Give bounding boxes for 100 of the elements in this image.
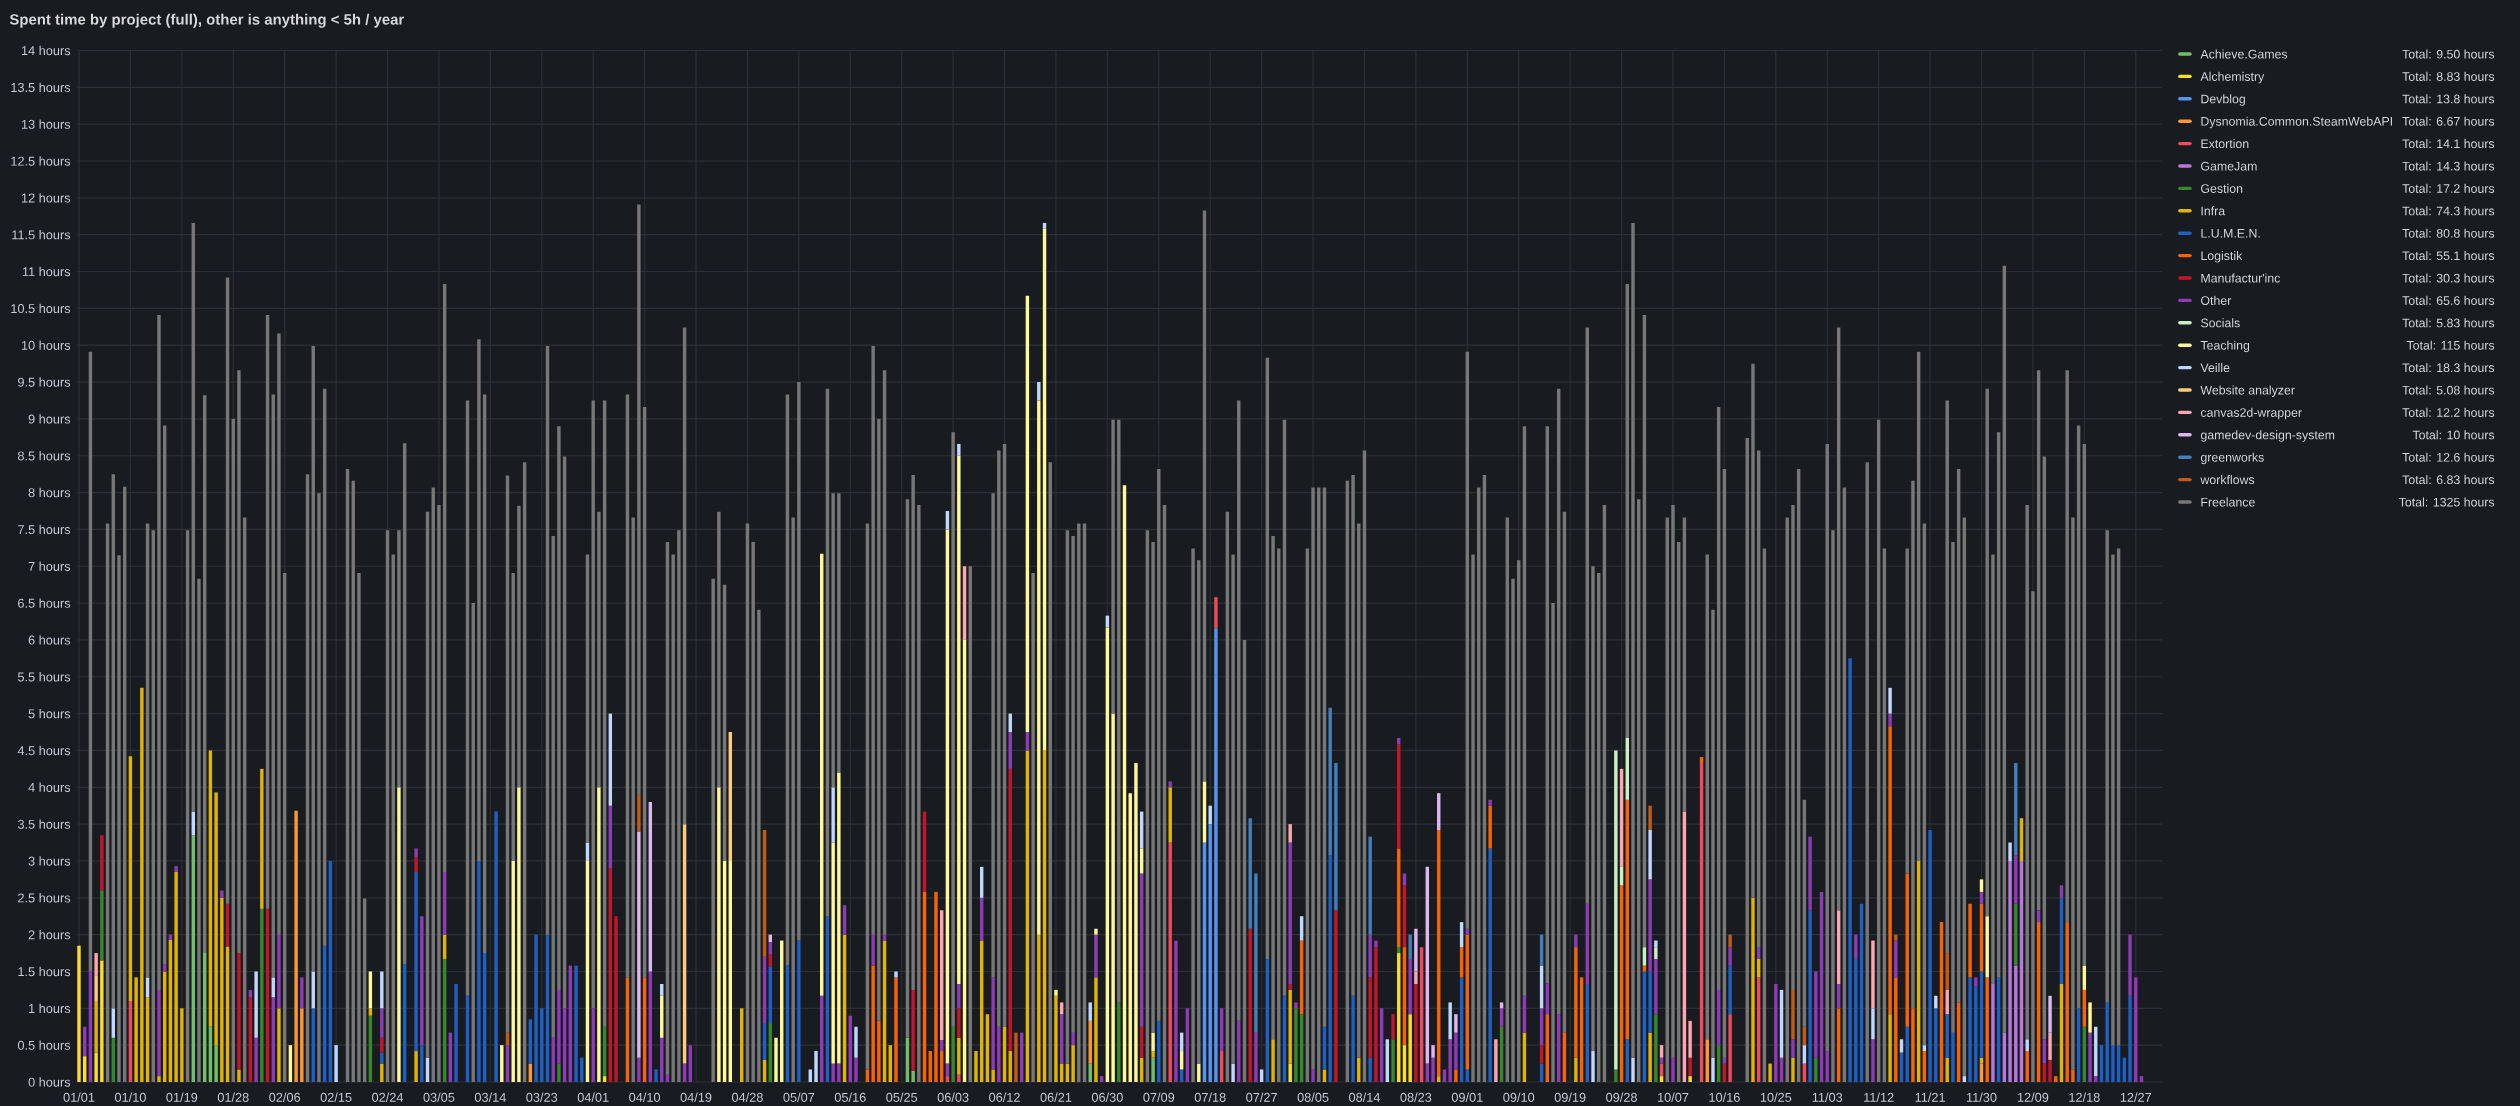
bar [1711,609,1715,1058]
bar [1499,1008,1504,1027]
bar [157,1076,161,1082]
bar [1448,1002,1452,1040]
bar [1248,818,1252,929]
bar [945,1076,950,1082]
bar [140,687,144,1082]
bar [1254,1032,1258,1082]
bar [1894,977,1898,1082]
bar [117,555,121,1082]
bar [454,984,458,1082]
bar [957,1074,961,1082]
bar [1962,1076,1967,1082]
bar [1402,873,1407,886]
bar [2054,1076,2058,1082]
bar [1888,1014,1892,1082]
bar [317,493,321,1082]
bar [1934,995,1938,1009]
bar [1259,1069,1264,1082]
x-tick-label: 01/19 [166,1092,198,1102]
bar [1157,1020,1161,1082]
bar [1042,222,1047,229]
bar [837,772,841,1064]
bar [2105,530,2109,1003]
bar [1574,934,1578,948]
text: Total: 55.1 hours [2402,251,2495,261]
y-tick-label: 10.5 hours [11,303,71,314]
bar [934,891,938,1082]
x-tick-label: 04/10 [629,1092,661,1102]
text: Total: 80.8 hours [2402,228,2495,238]
text: Total: 5.83 hours [2402,318,2495,328]
bar [94,975,98,1001]
bar [294,810,298,1082]
bar [2071,517,2075,1070]
bar [637,794,641,832]
y-tick-label: 4 hours [28,782,71,792]
bar [1808,910,1812,1082]
bar [1397,737,1401,745]
bar [1059,1002,1064,1015]
bar [1334,910,1338,1082]
bar [2128,934,2132,996]
bar [1197,1063,1201,1082]
x-tick-label: 11/03 [1812,1092,1843,1102]
bar [414,872,418,1052]
bar [757,609,761,1082]
bar [1654,947,1658,959]
bar [220,897,224,1082]
bar [1968,977,1972,1082]
legend-label: Infra [2201,206,2226,216]
bar [717,511,721,788]
bar [808,1069,813,1082]
bar [1151,1051,1155,1058]
bar [1854,958,1858,1082]
bar [2048,1032,2052,1060]
bar [2065,370,2069,923]
bar [637,1057,641,1082]
x-tick-label: 09/10 [1503,1092,1535,1102]
bar [551,536,555,1038]
bar [1271,536,1275,1040]
bar [357,572,361,1082]
bar [1454,1069,1458,1082]
bar [254,971,258,1038]
bar [534,934,538,1082]
bar [831,787,835,843]
bar [1494,1039,1498,1082]
bar [1899,1039,1904,1053]
bar [671,554,675,1082]
text: Total: 9.50 hours [2402,49,2495,59]
bar [1248,928,1252,1082]
bar [2139,1076,2144,1082]
text: Total: 18.3 hours [2402,363,2495,373]
x-tick-label: 01/10 [114,1092,146,1102]
bar [1311,1069,1315,1082]
x-tick-label: 11/21 [1915,1092,1945,1102]
bar [1031,572,1035,1082]
x-tick-label: 03/14 [474,1092,506,1102]
y-tick-label: 2 hours [28,929,71,940]
bar [1037,382,1041,401]
bar [1111,419,1115,714]
bar [797,382,801,941]
text: Total: 115 hours [2406,340,2495,350]
y-tick-label: 7 hours [28,561,71,571]
y-tick-label: 12 hours [21,193,71,203]
bar [1671,1057,1675,1082]
bar [1654,958,1658,1015]
bar [871,345,875,935]
bar [1511,578,1515,1082]
x-tick-label: 05/16 [834,1092,866,1102]
bar [2088,1002,2092,1033]
x-tick-label: 04/19 [680,1092,712,1102]
bar [1134,762,1138,1082]
legend-label: Dysnomia.Common.SteamWebAPI [2201,116,2392,129]
x-tick-label: 09/28 [1606,1092,1637,1102]
bar [1699,757,1704,763]
bar [214,792,218,1046]
bar [1911,1008,1915,1082]
bar [1368,977,1372,1058]
y-tick-label: 2.5 hours [18,893,71,903]
bar [1214,597,1218,629]
bar [917,505,921,1082]
